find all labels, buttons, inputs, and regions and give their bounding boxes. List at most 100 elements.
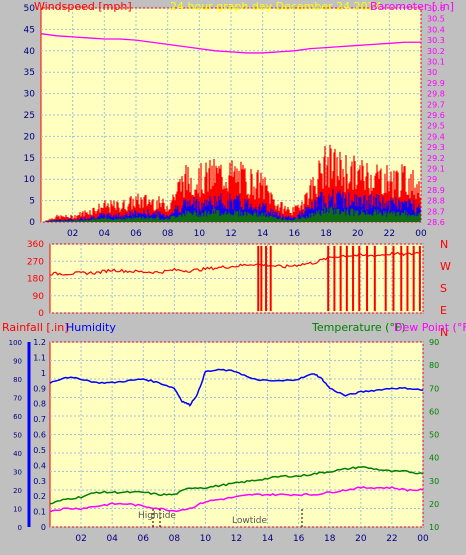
x-tick-label: 22 (386, 534, 397, 544)
baro-tick-label: 28.7 (427, 207, 445, 216)
humidity-tick-label: 60 (13, 413, 22, 421)
x-tick-label: 08 (169, 534, 181, 544)
humidity-ticks: 02 04 06 08 10 12 14 16 18 20 22 000102030405060708… (9, 338, 440, 544)
baro-tick-label: 30.3 (427, 36, 445, 45)
hightide-label: Hightide (138, 511, 176, 521)
baro-tick-label: 29.9 (427, 79, 445, 88)
temp-tick-label: 50 (429, 431, 439, 440)
baro-tick-label: 29.2 (427, 154, 445, 163)
y-tick-label: 5 (29, 197, 35, 207)
baro-tick-label: 29.8 (427, 90, 445, 99)
rain-tick-label: 1 (41, 369, 46, 378)
lowtide-label: Lowtide (232, 516, 267, 526)
windspeed-label: Windspeed [mph] (34, 0, 132, 13)
rain-tick-label: 0.7 (33, 415, 46, 424)
x-tick-label: 14 (257, 229, 269, 239)
y-tick-label: 180 (27, 275, 44, 285)
temperature-line (50, 466, 423, 505)
humidity-tick-label: 10 (13, 506, 22, 514)
compass-label: E (440, 304, 447, 317)
rain-tick-label: 0 (41, 523, 46, 532)
temp-tick-label: 70 (429, 384, 439, 393)
humidity-grid (50, 341, 424, 528)
barometer-line (41, 33, 421, 54)
temp-tick-label: 60 (429, 407, 439, 416)
humidity-tick-label: 40 (13, 450, 22, 458)
y-tick-label: 40 (24, 47, 36, 57)
rainfall-label: Rainfall [.in] (2, 321, 69, 334)
y-tick-label: 90 (33, 292, 45, 302)
y-tick-label: 270 (27, 257, 44, 267)
humidity-tick-label: 30 (13, 469, 22, 477)
humidity-tick-label: 80 (13, 376, 22, 384)
x-tick-label: 14 (262, 534, 274, 544)
rain-tick-label: 0.6 (33, 431, 46, 440)
x-tick-label: 18 (324, 534, 336, 544)
x-tick-label: 12 (231, 534, 242, 544)
baro-tick-label: 28.8 (427, 197, 445, 206)
rain-tick-label: 0.1 (33, 508, 46, 517)
temp-tick-label: 80 (429, 361, 439, 370)
baro-tick-label: 28.9 (427, 186, 445, 195)
baro-tick-label: 29.7 (427, 100, 445, 109)
baro-tick-label: 29.4 (427, 132, 445, 141)
baro-tick-label: 30.4 (427, 25, 445, 34)
top-panel: 02 04 06 08 10 12 14 16 18 20 22 000510152025303540… (24, 0, 454, 239)
temp-tick-label: 40 (429, 454, 439, 463)
direction-series (50, 245, 422, 312)
x-tick-label: 02 (75, 534, 86, 544)
humidity-tick-label: 0 (18, 524, 22, 532)
temp-tick-label: 20 (429, 500, 439, 509)
humidity-series (50, 368, 423, 513)
baro-tick-label: 29.3 (427, 143, 445, 152)
x-tick-label: 00 (415, 229, 427, 239)
x-tick-label: 06 (130, 229, 142, 239)
x-tick-label: 20 (352, 229, 364, 239)
temp-tick-label: 90 (429, 338, 439, 347)
rain-tick-label: 0.4 (33, 461, 46, 470)
humidity-tick-label: 90 (13, 358, 22, 366)
humidity-tick-label: 50 (13, 432, 22, 440)
compass-label: W (440, 260, 451, 273)
humidity-label: Humidity (66, 321, 116, 334)
y-tick-label: 35 (24, 68, 35, 78)
baro-tick-label: 30 (427, 68, 437, 77)
humidity-tick-label: 100 (9, 339, 22, 347)
x-tick-label: 10 (200, 534, 212, 544)
x-tick-label: 16 (289, 229, 301, 239)
y-tick-label: 15 (24, 154, 35, 164)
baro-tick-label: 30.6 (427, 4, 445, 13)
rain-tick-label: 0.2 (33, 492, 46, 501)
baro-tick-label: 29.1 (427, 165, 445, 174)
baro-tick-label: 30.5 (427, 15, 445, 24)
y-tick-label: 50 (24, 4, 36, 14)
y-tick-label: 10 (24, 175, 36, 185)
y-tick-label: 25 (24, 111, 35, 121)
rain-tick-label: 0.5 (33, 446, 46, 455)
humidity-tick-label: 70 (13, 395, 22, 403)
x-tick-label: 04 (99, 229, 111, 239)
humidity-line (50, 368, 423, 407)
y-tick-label: 0 (38, 309, 44, 319)
rain-tick-label: 1.2 (33, 338, 46, 347)
x-tick-label: 06 (138, 534, 150, 544)
x-tick-label: 20 (355, 534, 367, 544)
compass-label: N (440, 326, 448, 339)
y-tick-label: 30 (24, 90, 36, 100)
y-tick-label: 360 (27, 240, 44, 250)
dewpoint-label: Dew Point (°F) (394, 321, 466, 334)
x-tick-label: 02 (67, 229, 78, 239)
top-series (41, 33, 421, 222)
x-tick-label: 04 (106, 534, 118, 544)
x-tick-label: 16 (293, 534, 305, 544)
x-tick-label: 08 (162, 229, 174, 239)
barometer-label: Barometer [ in] (370, 0, 454, 13)
baro-tick-label: 29.5 (427, 122, 445, 131)
humidity-tick-label: 20 (13, 487, 22, 495)
baro-tick-label: 30.1 (427, 58, 445, 67)
rain-tick-label: 0.8 (33, 400, 46, 409)
baro-tick-label: 29.6 (427, 111, 445, 120)
compass-label: N (440, 238, 448, 251)
